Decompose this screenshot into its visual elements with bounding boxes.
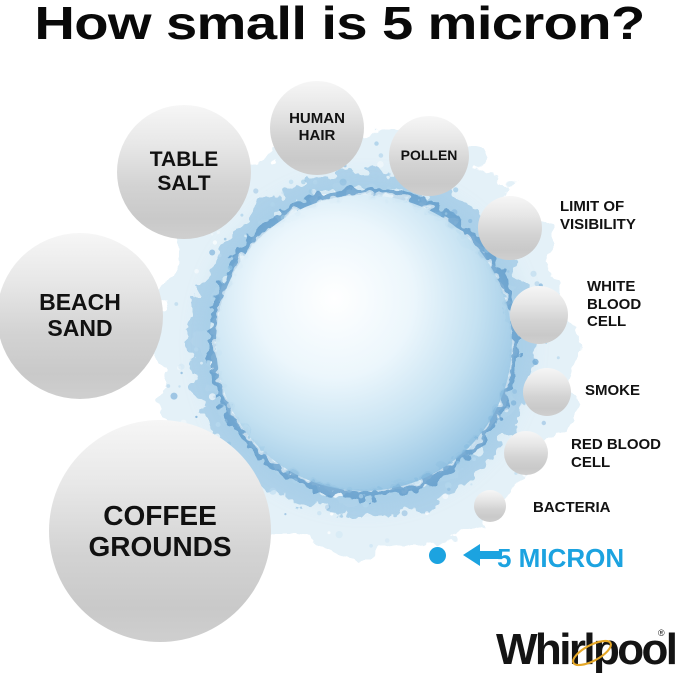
svg-text:®: ®: [658, 628, 665, 638]
svg-text:Whirlpool: Whirlpool: [496, 625, 676, 674]
